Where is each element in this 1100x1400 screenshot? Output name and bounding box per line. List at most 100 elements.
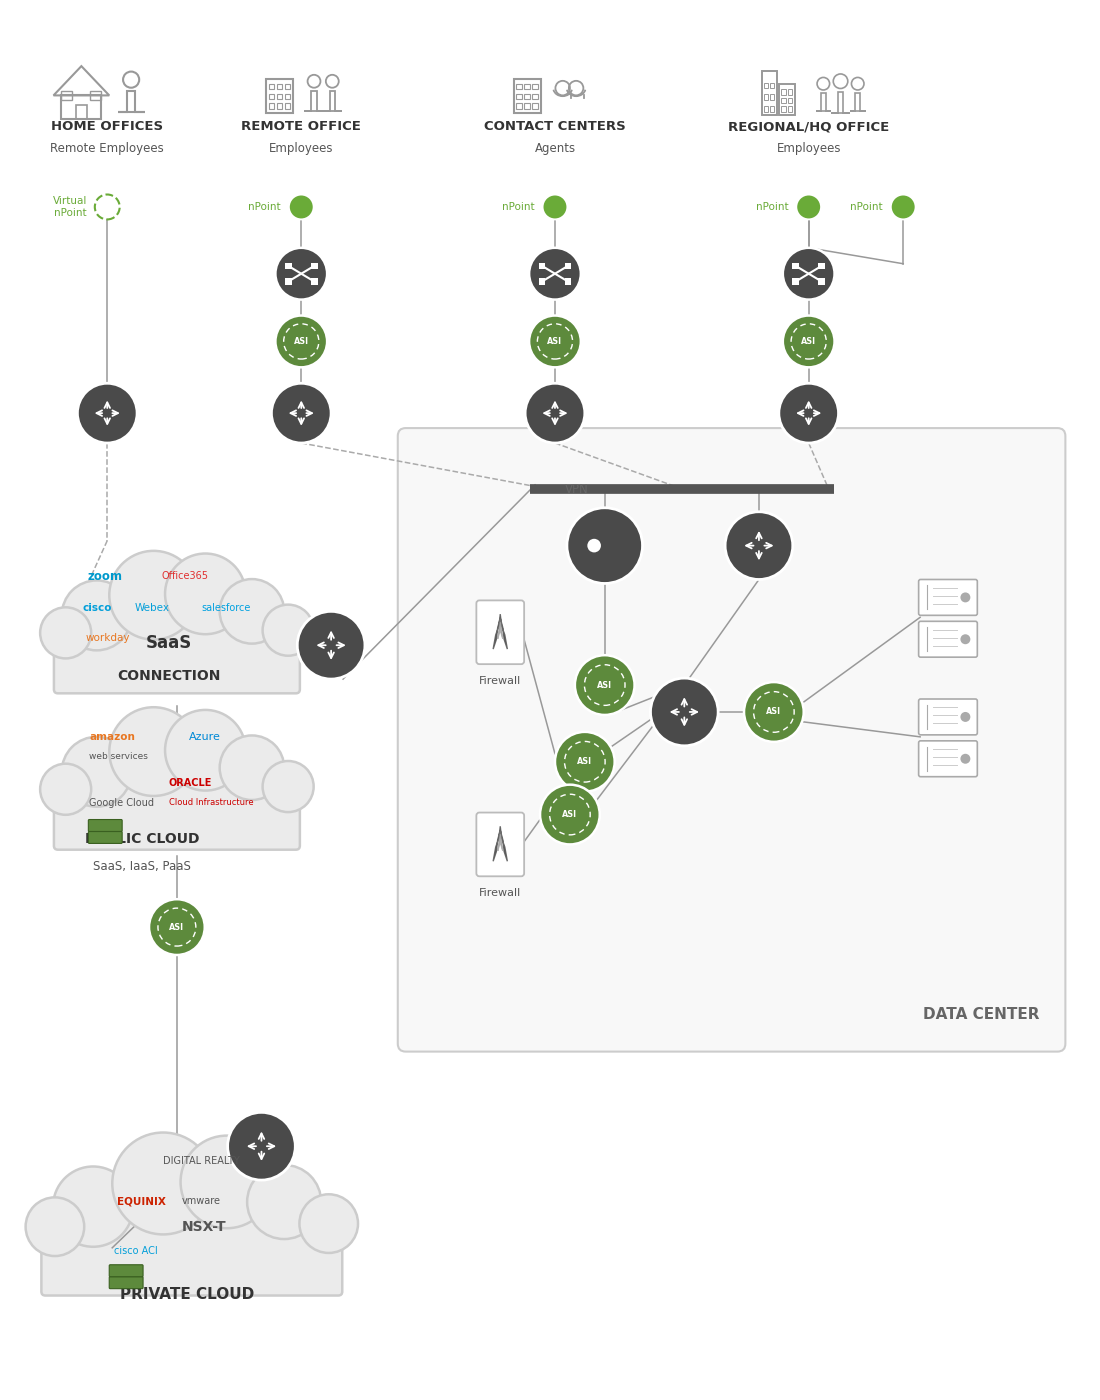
Bar	[564, 263, 571, 269]
Bar	[516, 94, 521, 99]
Bar	[277, 84, 282, 90]
Circle shape	[77, 384, 138, 442]
FancyBboxPatch shape	[918, 699, 977, 735]
Text: PUBLIC CLOUD: PUBLIC CLOUD	[85, 833, 199, 847]
Text: EQUINIX: EQUINIX	[118, 1196, 166, 1205]
Text: vmware: vmware	[182, 1196, 221, 1205]
Circle shape	[180, 1135, 273, 1228]
Bar	[268, 104, 274, 109]
Bar	[532, 84, 538, 90]
Circle shape	[529, 248, 581, 300]
FancyBboxPatch shape	[476, 812, 524, 876]
FancyBboxPatch shape	[476, 601, 524, 664]
Text: Google Cloud: Google Cloud	[89, 798, 154, 808]
Circle shape	[220, 735, 284, 799]
Text: nPoint: nPoint	[756, 202, 789, 211]
Text: VPN: VPN	[565, 483, 588, 496]
Bar	[266, 80, 293, 113]
FancyBboxPatch shape	[42, 1203, 342, 1295]
Text: ASI: ASI	[597, 680, 613, 690]
Text: Employees: Employees	[777, 143, 840, 155]
Circle shape	[275, 248, 327, 300]
Bar	[763, 106, 768, 112]
Text: Azure: Azure	[189, 732, 221, 742]
Text: Virtual
nPoint: Virtual nPoint	[53, 196, 87, 218]
Text: cisco ACI: cisco ACI	[114, 1246, 158, 1256]
Bar	[763, 94, 768, 99]
Bar	[781, 98, 785, 104]
Bar	[277, 104, 282, 109]
Text: Cloud Infrastructure: Cloud Infrastructure	[169, 798, 254, 806]
Text: SaaS, IaaS, PaaS: SaaS, IaaS, PaaS	[94, 860, 191, 872]
Circle shape	[725, 512, 793, 580]
Text: REMOTE OFFICE: REMOTE OFFICE	[241, 120, 361, 133]
Circle shape	[566, 508, 642, 584]
Circle shape	[779, 384, 838, 442]
Bar	[90, 91, 101, 99]
Circle shape	[556, 732, 615, 791]
Bar	[770, 94, 774, 99]
Circle shape	[542, 195, 568, 220]
Bar	[311, 263, 318, 269]
Bar	[781, 106, 785, 112]
FancyBboxPatch shape	[918, 580, 977, 616]
Text: ASI: ASI	[562, 811, 578, 819]
Bar	[525, 104, 530, 109]
Bar	[268, 84, 274, 90]
Text: cisco: cisco	[82, 603, 112, 613]
FancyBboxPatch shape	[88, 832, 122, 843]
Circle shape	[165, 553, 245, 634]
Circle shape	[40, 608, 91, 658]
Text: Employees: Employees	[270, 143, 333, 155]
Bar	[525, 94, 530, 99]
Bar	[76, 105, 87, 119]
Text: HOME OFFICES: HOME OFFICES	[52, 120, 163, 133]
Bar	[516, 104, 521, 109]
Bar	[539, 279, 546, 284]
Text: SaaS: SaaS	[146, 634, 192, 652]
Bar	[770, 83, 774, 88]
Circle shape	[650, 678, 718, 746]
FancyBboxPatch shape	[109, 1277, 143, 1288]
Circle shape	[62, 581, 132, 651]
Bar	[514, 80, 540, 113]
Circle shape	[297, 612, 365, 679]
Polygon shape	[493, 826, 507, 861]
Text: ASI: ASI	[578, 757, 593, 766]
Bar	[763, 83, 768, 88]
Polygon shape	[497, 622, 503, 638]
Bar	[788, 98, 792, 104]
Text: ORACLE: ORACLE	[169, 777, 212, 788]
Circle shape	[744, 682, 804, 742]
Circle shape	[53, 1166, 133, 1247]
Text: nPoint: nPoint	[502, 202, 535, 211]
FancyBboxPatch shape	[54, 767, 300, 850]
Text: workday: workday	[86, 633, 130, 643]
Bar	[818, 279, 825, 284]
Text: ASI: ASI	[767, 707, 781, 717]
Text: nPoint: nPoint	[850, 202, 883, 211]
Text: amazon: amazon	[89, 732, 135, 742]
Bar	[268, 94, 274, 99]
Bar	[516, 84, 521, 90]
Circle shape	[25, 1197, 85, 1256]
Text: nPoint: nPoint	[249, 202, 280, 211]
Text: Office365: Office365	[162, 571, 209, 581]
Circle shape	[109, 707, 198, 797]
Circle shape	[62, 736, 132, 806]
FancyBboxPatch shape	[918, 622, 977, 657]
Circle shape	[796, 195, 821, 220]
Text: ASI: ASI	[169, 923, 185, 931]
Text: REGIONAL/HQ OFFICE: REGIONAL/HQ OFFICE	[728, 120, 889, 133]
Circle shape	[582, 533, 606, 557]
Bar	[311, 279, 318, 284]
Circle shape	[529, 315, 581, 367]
FancyBboxPatch shape	[398, 428, 1066, 1051]
Bar	[285, 279, 292, 284]
Text: Remote Employees: Remote Employees	[51, 143, 164, 155]
Text: ASI: ASI	[548, 337, 562, 346]
Circle shape	[960, 753, 970, 764]
FancyBboxPatch shape	[109, 1264, 143, 1277]
Bar	[285, 104, 290, 109]
Circle shape	[891, 195, 915, 220]
